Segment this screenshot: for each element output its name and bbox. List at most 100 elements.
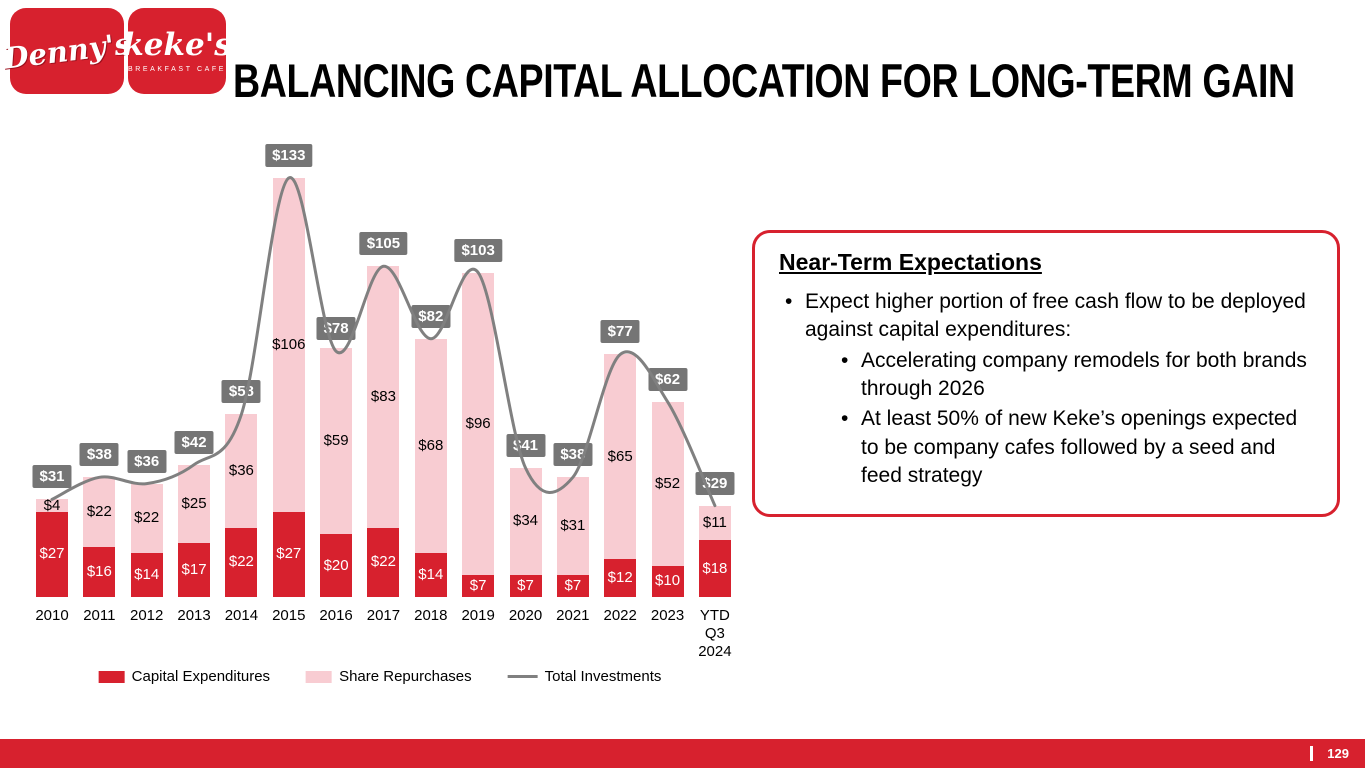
repurchase-value-label: $52 (655, 474, 681, 492)
capex-bar-segment (556, 574, 589, 597)
capex-value-label: $22 (370, 553, 396, 571)
capex-swatch (98, 670, 125, 683)
bullet-item: Expect higher portion of free cash flow … (779, 288, 1313, 490)
kekes-logo-text: keke's (122, 26, 232, 63)
capex-bar-segment (83, 546, 116, 597)
page-title: BALANCING CAPITAL ALLOCATION FOR LONG-TE… (233, 54, 1295, 108)
legend-item: Share Repurchases (306, 668, 472, 685)
chart-legend: Capital Expenditures Share Repurchases Tot… (98, 668, 662, 685)
repurchase-bar-segment (698, 505, 731, 541)
capex-value-label: $7 (517, 576, 534, 594)
capex-bar-segment (225, 527, 258, 597)
capex-bar-segment (414, 552, 447, 597)
dennys-logo: Denny's (1, 8, 133, 94)
total-investment-label: $82 (411, 304, 451, 328)
bullet-text: Accelerating company remodels for both b… (861, 348, 1307, 401)
category-label: 2012 (130, 607, 164, 624)
category-label: 2019 (461, 607, 495, 624)
total-investment-label: $103 (454, 238, 502, 262)
callout-title: Near-Term Expectations (779, 249, 1042, 275)
repurchase-value-label: $4 (43, 496, 61, 514)
category-label: 2021 (556, 607, 590, 624)
category-label: 2018 (414, 607, 448, 624)
repurchase-value-label: $83 (370, 387, 396, 405)
capex-bar-segment (367, 527, 400, 597)
capex-bar-segment (651, 565, 684, 597)
footer-divider (1310, 746, 1313, 761)
total-investment-label: $58 (221, 380, 261, 404)
capex-bar-segment (604, 559, 637, 597)
total-investment-label: $36 (127, 449, 167, 473)
legend-label: Share Repurchases (339, 668, 472, 685)
bullet-item: Accelerating company remodels for both b… (835, 347, 1313, 404)
dennys-logo-text: Denny's (1, 26, 133, 76)
total-investment-label: $42 (174, 430, 214, 454)
legend-item: Capital Expenditures (98, 668, 271, 685)
kekes-logo: keke's BREAKFAST CAFE (122, 8, 232, 94)
repurchase-swatch (306, 670, 333, 683)
repurchase-value-label: $96 (465, 414, 491, 432)
capex-value-label: $17 (181, 561, 207, 579)
capex-value-label: $14 (134, 565, 160, 583)
repurchase-value-label: $59 (323, 432, 349, 450)
capex-bar-segment (130, 552, 163, 597)
chart-plot-area: $27 $4 $31 2010 $16 $22 $38 2011 $14 $22 $36 2012 $1… (18, 130, 742, 660)
capex-value-label: $7 (564, 576, 582, 594)
category-label: 2023 (650, 607, 685, 624)
repurchase-value-label: $106 (272, 336, 306, 353)
near-term-expectations-callout: Near-Term Expectations Expect higher por… (752, 230, 1340, 518)
sub-bullet-list: Accelerating company remodels for both b… (835, 347, 1313, 491)
capex-bar-segment (320, 534, 353, 597)
capex-value-label: $12 (607, 569, 633, 587)
capex-value-label: $27 (39, 545, 65, 563)
category-label: 2017 (366, 607, 401, 624)
capex-value-label: $27 (276, 545, 302, 563)
repurchase-value-label: $11 (702, 513, 727, 531)
capex-value-label: $14 (418, 565, 444, 583)
capex-bar-segment (36, 511, 68, 597)
capex-bar-segment (178, 543, 211, 597)
bullet-text: Expect higher portion of free cash flow … (805, 290, 1306, 342)
repurchase-value-label: $25 (181, 495, 207, 513)
repurchase-value-label: $31 (560, 517, 586, 535)
total-investment-label: $38 (553, 443, 593, 467)
total-investment-label: $62 (648, 367, 688, 391)
legend-label: Total Investments (544, 668, 662, 685)
category-label: 2014 (224, 607, 259, 624)
category-label: 2016 (319, 607, 353, 624)
total-investment-label: $31 (32, 465, 72, 489)
category-label: 2020 (508, 607, 543, 624)
total-investment-label: $78 (316, 317, 356, 341)
capital-allocation-chart: $27 $4 $31 2010 $16 $22 $38 2011 $14 $22 $36 2012 $1… (18, 130, 742, 705)
category-label: 2013 (177, 607, 211, 624)
page-number: 129 (1327, 746, 1349, 761)
footer-bar: 129 (0, 739, 1365, 768)
repurchase-value-label: $36 (228, 462, 254, 479)
capex-value-label: $7 (469, 576, 487, 594)
kekes-logo-subtext: BREAKFAST CAFE (127, 65, 227, 73)
legend-item: Total Investments (507, 668, 662, 685)
total-investment-label: $77 (600, 320, 640, 344)
category-label: 2010 (35, 607, 69, 624)
repurchase-value-label: $34 (512, 512, 539, 530)
capex-bar-segment (462, 574, 495, 597)
total-investment-label: $41 (505, 433, 546, 457)
capex-value-label: $16 (86, 562, 112, 580)
capex-value-label: $22 (228, 553, 254, 571)
capex-bar-segment (272, 511, 305, 597)
repurchase-value-label: $65 (607, 447, 633, 465)
repurchase-value-label: $68 (418, 436, 444, 454)
total-investment-label: $38 (79, 443, 119, 467)
legend-label: Capital Expenditures (131, 668, 271, 685)
capex-bar-segment (698, 540, 731, 597)
category-label: 2022 (603, 607, 637, 624)
category-label: 2015 (272, 607, 306, 624)
bullet-item: At least 50% of new Keke’s openings expe… (835, 405, 1313, 490)
category-label: 2011 (83, 607, 116, 624)
total-investment-label: $133 (265, 144, 313, 168)
total-investment-label: $105 (359, 232, 408, 256)
repurchase-value-label: $22 (134, 509, 160, 527)
callout-bullet-list: Expect higher portion of free cash flow … (779, 288, 1313, 490)
repurchase-value-label: $22 (86, 502, 112, 520)
